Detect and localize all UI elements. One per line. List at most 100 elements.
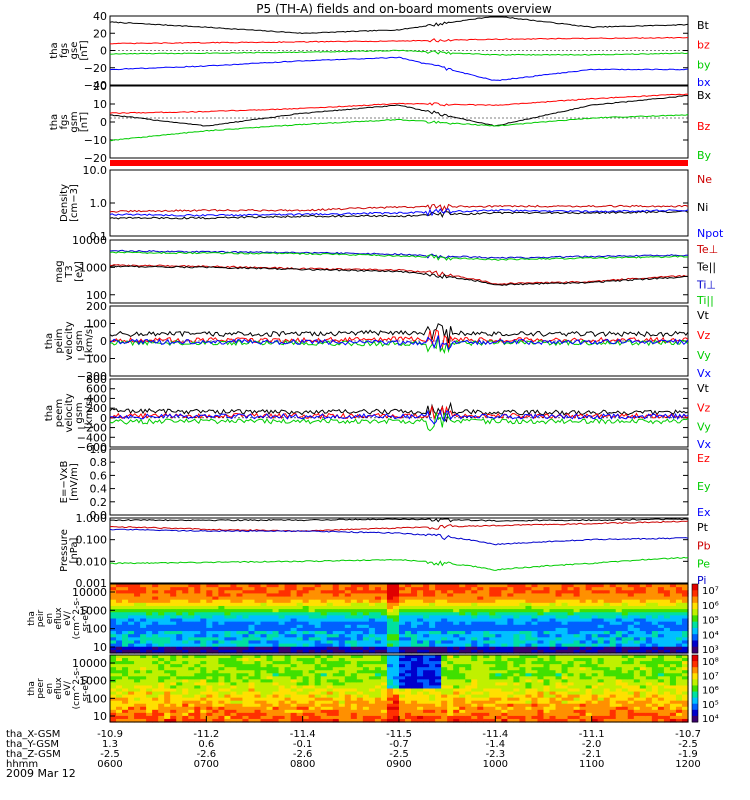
spectrogram-cell bbox=[206, 599, 213, 604]
spectrogram-cell bbox=[405, 593, 412, 598]
spectrogram-cell bbox=[651, 700, 659, 705]
spectrogram-cell bbox=[669, 670, 677, 674]
spectrogram-cell bbox=[459, 682, 466, 687]
y-tick-label: 0 bbox=[100, 116, 107, 129]
spectrogram-cell bbox=[236, 643, 244, 648]
spectrogram-cell bbox=[417, 694, 424, 699]
spectrogram-cell bbox=[386, 643, 394, 648]
spectrogram-cell bbox=[411, 670, 418, 674]
spectrogram-cell bbox=[675, 587, 683, 591]
spectrogram-cell bbox=[633, 688, 641, 693]
spectrogram-cell bbox=[236, 703, 244, 708]
spectrogram-cell bbox=[386, 691, 394, 696]
spectrogram-cell bbox=[669, 612, 677, 616]
spectrogram-cell bbox=[675, 631, 683, 635]
spectrogram-cell bbox=[603, 584, 611, 588]
spectrogram-cell bbox=[471, 703, 478, 708]
spectrogram-cell bbox=[519, 627, 527, 632]
spectrogram-cell bbox=[585, 615, 593, 620]
spectrogram-cell bbox=[435, 596, 442, 601]
spectrogram-cell bbox=[344, 621, 352, 626]
spectrogram-cell bbox=[405, 643, 412, 648]
spectrogram-cell bbox=[320, 682, 328, 687]
spectrogram-cell bbox=[260, 655, 268, 659]
spectrogram-cell bbox=[374, 715, 382, 720]
spectrogram-cell bbox=[603, 624, 611, 629]
spectrogram-cell bbox=[218, 685, 225, 690]
spectrogram-cell bbox=[254, 691, 262, 696]
spectrogram-cell bbox=[435, 624, 442, 629]
spectrogram-cell bbox=[152, 615, 159, 620]
spectrogram-cell bbox=[459, 715, 466, 720]
colorbar-tick-label: 10⁶ bbox=[702, 601, 719, 612]
spectrogram-cell bbox=[194, 703, 201, 708]
spectrogram-cell bbox=[621, 670, 629, 674]
spectrogram-cell bbox=[579, 605, 587, 610]
spectrogram-cell bbox=[116, 715, 123, 720]
spectrogram-cell bbox=[447, 715, 454, 720]
spectrogram-cell bbox=[489, 596, 496, 601]
y-tick-label: −20 bbox=[84, 62, 107, 75]
spectrogram-cell bbox=[621, 709, 629, 714]
series-line-bt bbox=[109, 16, 689, 35]
spectrogram-cell bbox=[386, 609, 394, 613]
spectrogram-cell bbox=[579, 688, 587, 693]
spectrogram-cell bbox=[525, 679, 533, 684]
legend-label: by bbox=[697, 58, 711, 71]
spectrogram-cell bbox=[555, 673, 563, 677]
spectrogram-cell bbox=[531, 627, 539, 632]
spectrogram-cell bbox=[645, 655, 653, 659]
spectrogram-cell bbox=[633, 667, 641, 671]
spectrogram-cell bbox=[392, 602, 400, 607]
legend-label: Pe bbox=[697, 558, 710, 571]
spectrogram-cell bbox=[465, 649, 472, 654]
spectrogram-cell bbox=[615, 700, 623, 705]
spectrogram-cell bbox=[675, 667, 683, 671]
spectrogram-cell bbox=[362, 664, 370, 668]
spectrogram-cell bbox=[501, 618, 508, 623]
spectrogram-cell bbox=[621, 646, 629, 651]
spectrogram-cell bbox=[567, 615, 575, 620]
spectrogram-cell bbox=[164, 640, 171, 645]
spectrogram-cell bbox=[465, 602, 472, 607]
spectrogram-cell bbox=[362, 587, 370, 591]
spectrogram-cell bbox=[609, 621, 617, 626]
spectrogram-cell bbox=[459, 599, 466, 604]
spectrogram-cell bbox=[320, 640, 328, 645]
spectrogram-cell bbox=[573, 612, 581, 616]
spectrogram-cell bbox=[663, 627, 671, 632]
spectrogram-cell bbox=[128, 612, 135, 616]
spectrogram-cell bbox=[194, 599, 201, 604]
spectrogram-cell bbox=[555, 640, 563, 645]
spectrogram-cell bbox=[417, 627, 424, 632]
spectrogram-cell bbox=[441, 685, 448, 690]
spectrogram-cell bbox=[681, 643, 689, 648]
spectrogram-cell bbox=[441, 646, 448, 651]
y-tick-label: 10 bbox=[93, 98, 107, 111]
spectrogram-cell bbox=[266, 691, 274, 696]
spectrogram-cell bbox=[176, 655, 183, 659]
spectrogram-cell bbox=[338, 685, 346, 690]
spectrogram-cell bbox=[200, 685, 207, 690]
spectrogram-cell bbox=[140, 691, 147, 696]
spectrogram-cell bbox=[657, 593, 665, 598]
spectrogram-cell bbox=[597, 627, 605, 632]
spectrogram-cell bbox=[218, 590, 225, 595]
spectrogram-cell bbox=[338, 706, 346, 711]
spectrogram-cell bbox=[116, 688, 123, 693]
spectrogram-cell bbox=[639, 718, 647, 723]
spectrogram-cell bbox=[200, 643, 207, 648]
spectrogram-cell bbox=[212, 655, 219, 659]
spectrogram-cell bbox=[212, 590, 219, 595]
spectrogram-cell bbox=[188, 664, 195, 668]
spectrogram-cell bbox=[260, 697, 268, 702]
spectrogram-cell bbox=[501, 634, 508, 638]
spectrogram-cell bbox=[453, 640, 460, 645]
spectrogram-cell bbox=[158, 688, 165, 693]
spectrogram-cell bbox=[513, 691, 521, 696]
spectrogram-cell bbox=[465, 618, 472, 623]
spectrogram-cell bbox=[242, 712, 250, 717]
spectrogram-cell bbox=[555, 670, 563, 674]
spectrogram-cell bbox=[146, 637, 153, 642]
